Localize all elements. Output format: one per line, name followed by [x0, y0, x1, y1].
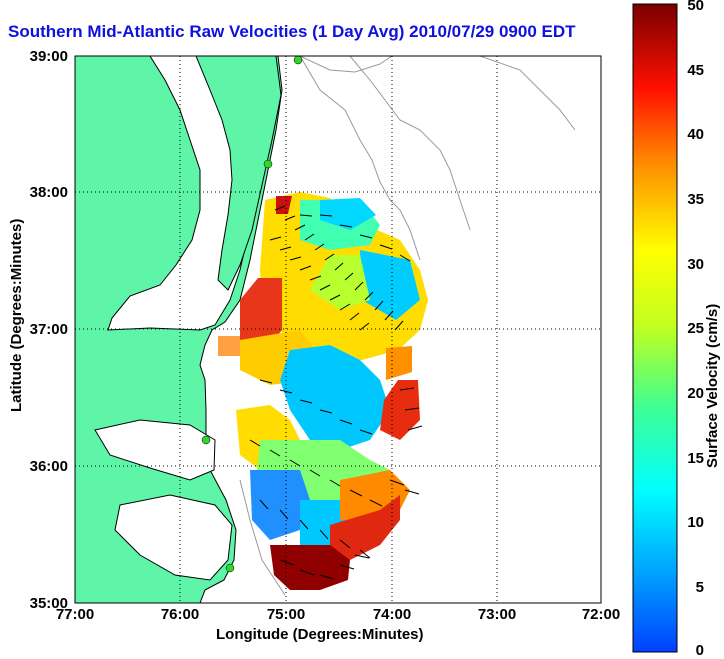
y-tick-label: 36:00	[29, 458, 68, 475]
velocity-field	[218, 192, 428, 590]
y-tick-label: 39:00	[29, 48, 68, 65]
colorbar-tick-label: 25	[687, 320, 704, 337]
colorbar-tick-label: 0	[695, 642, 704, 659]
x-tick-label: 74:00	[372, 606, 412, 623]
colorbar-tick-label: 40	[687, 126, 704, 143]
y-axis-label: Latitude (Degrees:Minutes)	[8, 218, 25, 412]
coastal-stations	[201, 56, 303, 573]
colorbar-tick-label: 15	[687, 450, 704, 467]
velocity-vectors	[249, 205, 423, 580]
x-tick-label: 76:00	[160, 606, 200, 623]
x-tick-label: 75:00	[266, 606, 306, 623]
colorbar-tick-label: 5	[695, 579, 704, 596]
bathymetry-contours	[239, 56, 576, 596]
colorbar-tick-label: 10	[687, 514, 704, 531]
y-tick-label: 35:00	[29, 595, 68, 612]
pamlico-sound	[114, 494, 233, 581]
delmarva-peninsula	[195, 56, 282, 291]
map-frame	[74, 55, 602, 604]
y-tick-label: 38:00	[29, 184, 68, 201]
colorbar-tick-label: 35	[687, 191, 704, 208]
y-tick-label: 37:00	[29, 321, 68, 338]
colorbar-tick-label: 50	[687, 0, 704, 14]
x-tick-label: 77:00	[55, 606, 95, 623]
colorbar-tick-label: 20	[687, 385, 704, 402]
colorbar-tick-label: 30	[687, 256, 704, 273]
x-axis-label: Longitude (Degrees:Minutes)	[216, 626, 424, 643]
x-tick-label: 72:00	[581, 606, 621, 623]
x-tick-label: 73:00	[477, 606, 517, 623]
colorbar-tick-label: 45	[687, 62, 704, 79]
colorbar	[632, 3, 678, 653]
albemarle-sound	[94, 419, 216, 481]
map-title: Southern Mid-Atlantic Raw Velocities (1 …	[8, 22, 576, 41]
colorbar-label: Surface Velocity (cm/s)	[704, 303, 721, 468]
